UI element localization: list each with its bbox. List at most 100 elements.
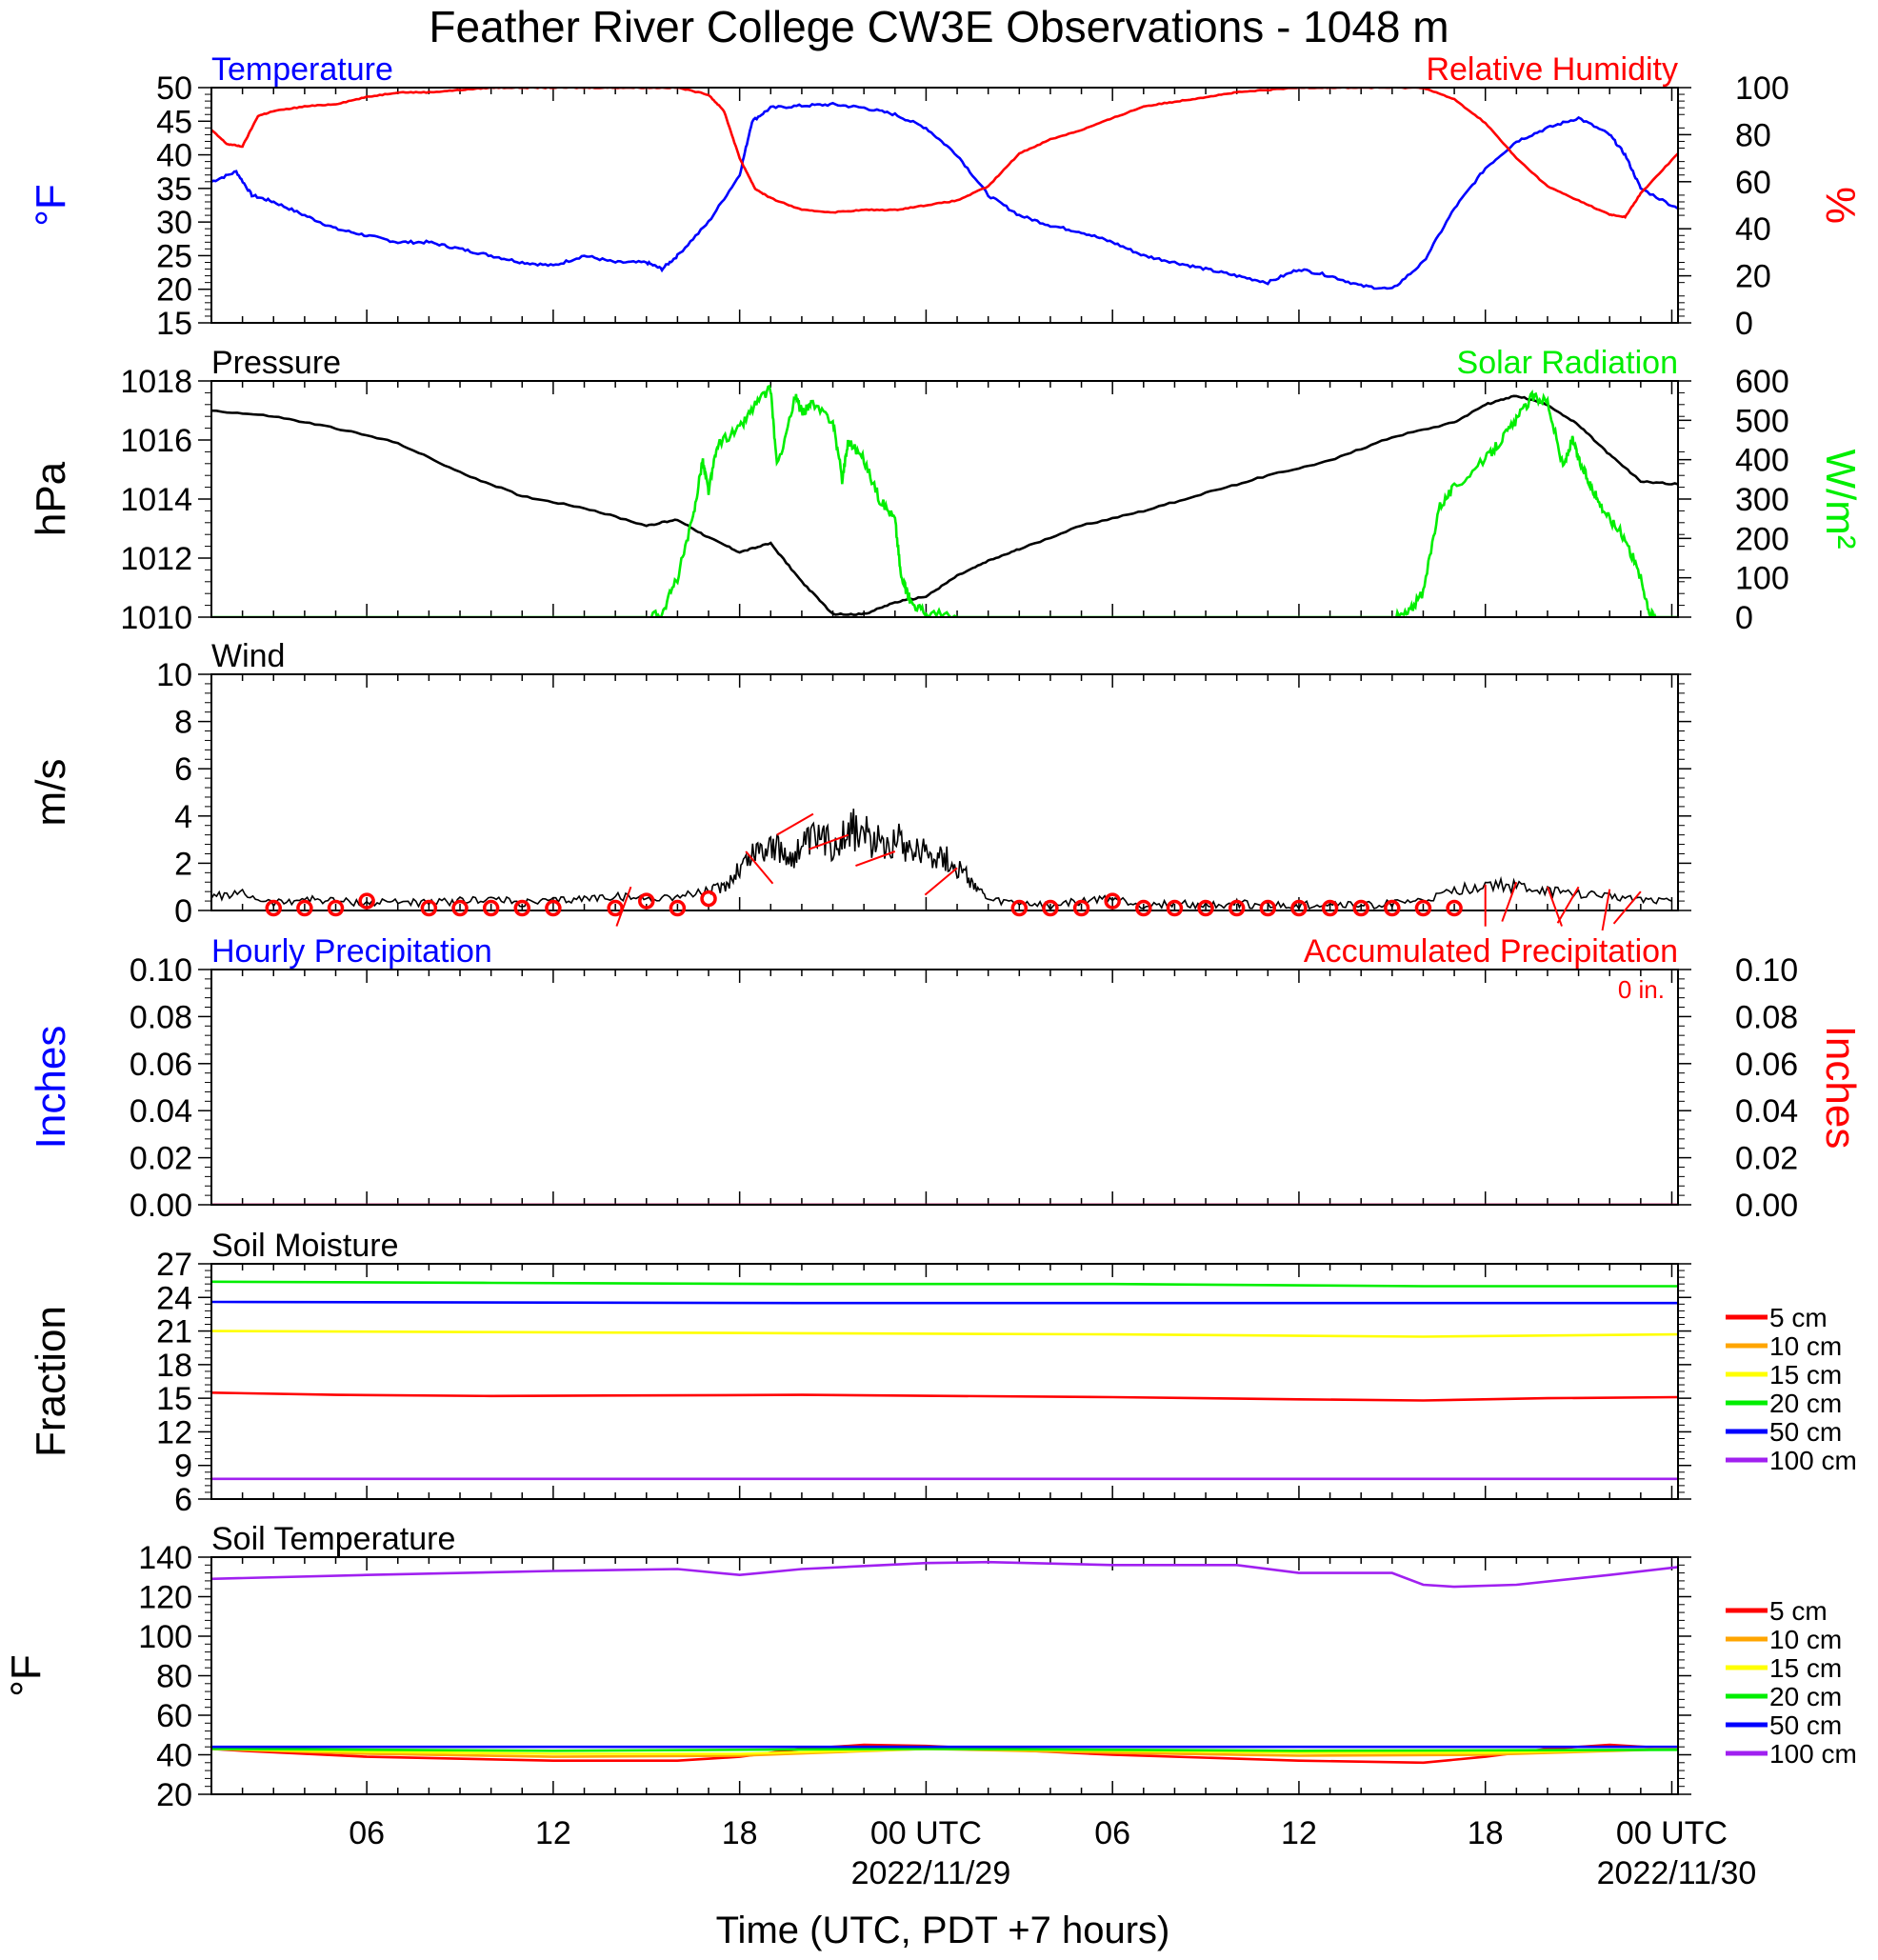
calm-wind-marker bbox=[1197, 899, 1214, 917]
calm-wind-marker bbox=[638, 892, 655, 910]
calm-wind-marker bbox=[545, 899, 562, 917]
calm-wind-marker bbox=[296, 899, 313, 917]
y-tick-label: 35 bbox=[156, 171, 192, 208]
calm-wind-marker bbox=[1414, 899, 1432, 917]
y-tick-label: 10 bbox=[156, 657, 192, 693]
wind-barb bbox=[1612, 890, 1642, 925]
y-tick-label: 6 bbox=[174, 751, 192, 788]
y-axis-label-right: Inches bbox=[1817, 1026, 1864, 1150]
legend-label: 20 cm bbox=[1769, 1389, 1842, 1418]
time-axis-label: Time (UTC, PDT +7 hours) bbox=[716, 1910, 1170, 1951]
y-tick-label: 4 bbox=[174, 799, 192, 835]
panel-title-left: Temperature bbox=[211, 51, 393, 88]
calm-wind-marker bbox=[1104, 892, 1121, 910]
calm-wind-marker bbox=[1228, 899, 1246, 917]
calm-wind-marker bbox=[1384, 899, 1401, 917]
legend-label: 20 cm bbox=[1769, 1682, 1842, 1711]
y-tick-label-right: 0.02 bbox=[1735, 1141, 1798, 1177]
wind-barb bbox=[1501, 881, 1518, 922]
x-tick-label: 00 UTC bbox=[870, 1815, 982, 1851]
y-tick-label: 25 bbox=[156, 238, 192, 274]
panel-title-right: Solar Radiation bbox=[1457, 345, 1678, 381]
panel-title-right: Relative Humidity bbox=[1426, 51, 1678, 88]
wind-barb bbox=[855, 850, 896, 867]
y-tick-label: 20 bbox=[156, 1777, 192, 1813]
x-tick-label: 06 bbox=[1094, 1815, 1130, 1851]
y-tick-label-right: 0 bbox=[1735, 306, 1753, 342]
y-tick-label: 24 bbox=[156, 1280, 192, 1316]
y-tick-label: 1014 bbox=[120, 482, 192, 518]
y-tick-label: 100 bbox=[138, 1619, 192, 1655]
panel-wind: 0 2 4 6 8 10 Wind m/s bbox=[28, 638, 1691, 930]
calm-wind-marker bbox=[451, 899, 469, 917]
series-group bbox=[211, 1560, 1678, 1765]
y-tick-label-right: 200 bbox=[1735, 521, 1789, 557]
series-group bbox=[211, 809, 1672, 910]
plot-frame bbox=[210, 380, 1679, 618]
legend-label: 50 cm bbox=[1769, 1710, 1842, 1740]
series-line-5-cm bbox=[211, 1391, 1678, 1402]
calm-wind-marker bbox=[420, 899, 438, 917]
series-group bbox=[211, 88, 1678, 290]
y-tick-label: 27 bbox=[156, 1247, 192, 1283]
y-axis-label-left: Inches bbox=[28, 1026, 74, 1150]
y-tick-label: 2 bbox=[174, 846, 192, 882]
y-tick-label: 40 bbox=[156, 138, 192, 174]
y-axis-label-left: m/s bbox=[28, 759, 74, 827]
wind-barb bbox=[776, 812, 814, 836]
calm-wind-marker bbox=[1010, 899, 1029, 917]
time-axis: 06 12 18 00 UTC 06 12 18 00 UTC 2022/11/29 2022/1… bbox=[349, 1815, 1756, 1891]
y-tick-label: 0 bbox=[174, 893, 192, 930]
y-tick-label: 0.10 bbox=[130, 952, 192, 989]
wind-markers bbox=[265, 812, 1642, 931]
series-line-right bbox=[211, 384, 1678, 617]
calm-wind-marker bbox=[1321, 899, 1339, 917]
series-line-right bbox=[211, 88, 1678, 219]
y-tick-label: 120 bbox=[138, 1580, 192, 1616]
y-tick-label: 20 bbox=[156, 272, 192, 309]
calm-wind-marker bbox=[358, 892, 375, 910]
y-tick-label-right: 60 bbox=[1735, 165, 1771, 201]
y-tick-label-right: 0.10 bbox=[1735, 952, 1798, 989]
y-tick-label: 0.04 bbox=[130, 1093, 192, 1130]
legend-label: 50 cm bbox=[1769, 1417, 1842, 1447]
y-tick-label: 0.08 bbox=[130, 999, 192, 1035]
wind-barb bbox=[1601, 889, 1611, 931]
plot-frame bbox=[210, 1263, 1679, 1500]
y-tick-label: 0.06 bbox=[130, 1047, 192, 1083]
calm-wind-marker bbox=[327, 899, 345, 917]
wind-barb bbox=[1556, 886, 1580, 924]
series-line-20-cm bbox=[211, 1280, 1678, 1288]
panel-title-left: Soil Moisture bbox=[211, 1228, 399, 1264]
y-tick-label-right: 0.08 bbox=[1735, 999, 1798, 1035]
calm-wind-marker bbox=[1446, 899, 1463, 917]
wind-barb bbox=[745, 850, 774, 885]
x-tick-label: 06 bbox=[349, 1815, 385, 1851]
panel-title-left: Pressure bbox=[211, 345, 341, 381]
y-tick-label: 60 bbox=[156, 1698, 192, 1734]
legend-label: 100 cm bbox=[1769, 1739, 1857, 1769]
calm-wind-marker bbox=[1259, 899, 1277, 917]
y-tick-label: 0.02 bbox=[130, 1141, 192, 1177]
y-tick-label: 1010 bbox=[120, 600, 192, 636]
y-tick-label-right: 20 bbox=[1735, 259, 1771, 295]
y-tick-label: 18 bbox=[156, 1348, 192, 1384]
y-tick-label: 1016 bbox=[120, 423, 192, 459]
series-line-left bbox=[211, 809, 1672, 910]
plot-frame bbox=[210, 673, 1679, 911]
y-tick-label: 12 bbox=[156, 1414, 192, 1450]
x-tick-label: 18 bbox=[722, 1815, 758, 1851]
legend-label: 5 cm bbox=[1769, 1303, 1828, 1332]
calm-wind-marker bbox=[1042, 899, 1059, 917]
calm-wind-marker bbox=[1290, 899, 1308, 917]
series-line-50-cm bbox=[211, 1300, 1678, 1305]
y-tick-label: 21 bbox=[156, 1314, 192, 1350]
y-tick-label: 6 bbox=[174, 1482, 192, 1518]
legend-label: 5 cm bbox=[1769, 1596, 1828, 1626]
panel-title-right: Accumulated Precipitation bbox=[1304, 933, 1678, 970]
legend-label: 10 cm bbox=[1769, 1331, 1842, 1361]
x-date-label: 2022/11/29 bbox=[851, 1855, 1011, 1891]
